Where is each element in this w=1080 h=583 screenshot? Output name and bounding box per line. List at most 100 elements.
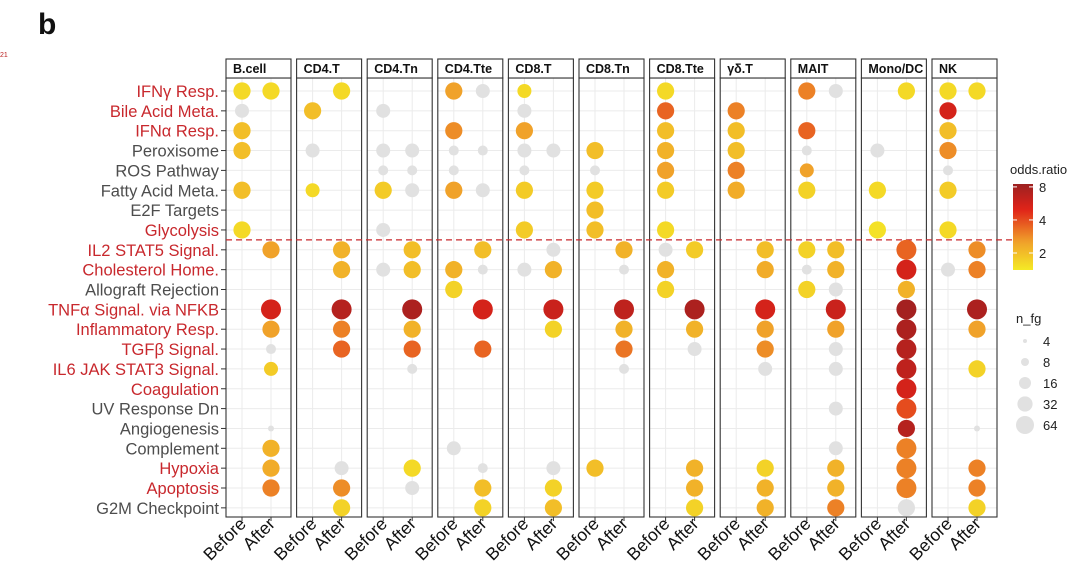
data-point — [615, 340, 633, 358]
pathway-label: IL6 JAK STAT3 Signal. — [53, 361, 219, 379]
data-point — [939, 221, 957, 239]
facet-label: NK — [939, 62, 957, 76]
data-point — [827, 241, 845, 259]
data-point — [233, 82, 251, 100]
data-point — [477, 145, 488, 156]
data-point — [828, 282, 843, 297]
data-point — [517, 143, 532, 158]
data-point — [517, 262, 532, 277]
data-point — [657, 102, 675, 120]
data-point — [262, 320, 280, 338]
facet-strip — [437, 58, 504, 79]
size-legend-dot — [1017, 396, 1033, 412]
data-point — [798, 122, 816, 140]
color-bar-label: 4 — [1039, 213, 1046, 228]
facet-strip — [649, 58, 716, 79]
corner-note: 21 — [0, 52, 8, 59]
data-point — [544, 320, 563, 338]
panel-border — [225, 77, 292, 518]
data-point — [687, 342, 702, 357]
data-point — [758, 361, 773, 376]
data-point — [586, 459, 604, 477]
data-point — [968, 499, 986, 517]
data-point — [519, 165, 530, 176]
panel-border — [719, 77, 786, 518]
data-point — [233, 181, 251, 199]
data-point — [756, 459, 774, 477]
data-point — [756, 499, 774, 517]
data-point — [799, 163, 814, 178]
data-point — [266, 344, 276, 355]
data-point — [403, 340, 421, 358]
data-point — [544, 499, 563, 517]
facet-strip — [931, 58, 998, 79]
data-point — [798, 181, 816, 199]
data-point — [517, 84, 532, 98]
data-point — [333, 340, 351, 358]
data-point — [727, 102, 745, 120]
data-point — [474, 340, 492, 358]
data-point — [756, 479, 774, 497]
data-point — [727, 181, 745, 199]
facet-label: CD4.Tte — [445, 62, 492, 76]
data-point — [756, 320, 774, 338]
data-point — [333, 499, 351, 517]
data-point — [515, 122, 534, 140]
data-point — [543, 299, 564, 320]
data-point — [472, 299, 493, 320]
data-point — [268, 425, 274, 432]
data-point — [939, 141, 957, 160]
data-point — [546, 242, 561, 257]
data-point — [827, 261, 845, 279]
panel-letter: b — [38, 8, 57, 41]
data-point — [586, 181, 604, 199]
data-point — [967, 299, 987, 320]
pathway-label: TNFα Signal. via NFKB — [48, 301, 219, 319]
facet-label: γδ.T — [727, 62, 753, 76]
color-legend-title: odds.ratio — [1010, 162, 1067, 177]
data-point — [333, 479, 351, 497]
data-point — [686, 499, 704, 517]
data-point — [331, 299, 352, 320]
data-point — [827, 479, 845, 497]
data-point — [896, 239, 917, 260]
data-point — [897, 280, 916, 299]
data-point — [896, 259, 917, 280]
color-bar-label: 2 — [1039, 246, 1046, 261]
pathway-label: Cholesterol Home. — [82, 262, 219, 280]
data-point — [896, 358, 917, 379]
color-bar — [1013, 184, 1033, 270]
pathway-label: IFNγ Resp. — [136, 83, 219, 101]
data-point — [474, 241, 492, 259]
pathway-label: G2M Checkpoint — [96, 500, 219, 518]
facet-label: CD4.Tn — [374, 62, 418, 76]
data-point — [475, 84, 490, 98]
size-legend-dot — [1016, 416, 1034, 434]
size-legend-label: 8 — [1043, 355, 1050, 370]
data-point — [614, 299, 634, 320]
data-point — [868, 221, 887, 239]
data-point — [827, 459, 845, 477]
data-point — [515, 181, 534, 199]
size-legend-label: 4 — [1043, 334, 1050, 349]
data-point — [445, 261, 463, 279]
data-point — [586, 221, 604, 239]
data-point — [657, 181, 675, 199]
data-point — [684, 299, 705, 320]
data-point — [445, 122, 463, 140]
data-point — [261, 299, 281, 320]
data-point — [262, 459, 280, 477]
data-point — [619, 264, 629, 275]
data-point — [615, 241, 633, 259]
data-point — [376, 222, 391, 237]
data-point — [870, 143, 885, 158]
data-point — [657, 122, 675, 140]
size-legend-dot — [1019, 377, 1031, 389]
data-point — [897, 419, 916, 438]
data-point — [544, 479, 563, 497]
facet-label: Mono/DC — [868, 62, 923, 76]
panel-border — [366, 77, 433, 518]
data-point — [405, 481, 420, 495]
data-point — [333, 241, 351, 259]
